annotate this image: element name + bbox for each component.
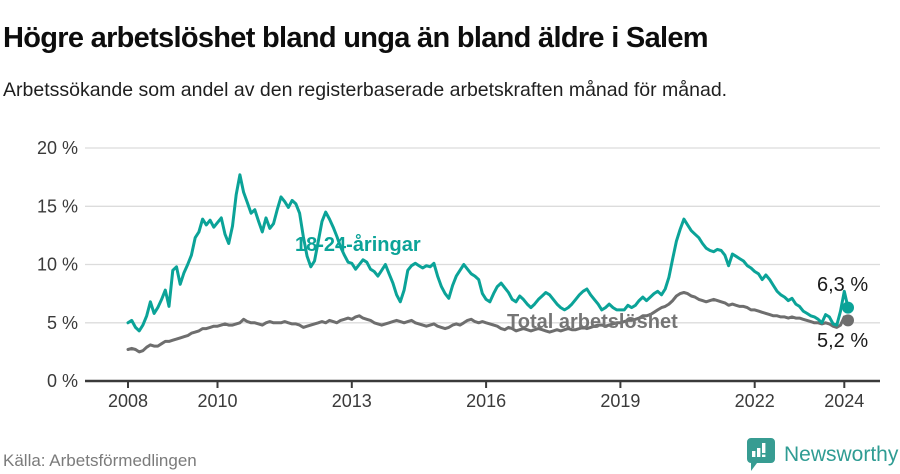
series-label-youth: 18-24-åringar [295, 234, 421, 256]
svg-text:2013: 2013 [332, 391, 372, 411]
series-label-total: Total arbetslöshet [507, 311, 678, 333]
svg-text:2016: 2016 [466, 391, 506, 411]
svg-text:2008: 2008 [108, 391, 148, 411]
page-title: Högre arbetslöshet bland unga än bland ä… [3, 22, 709, 55]
svg-text:2019: 2019 [600, 391, 640, 411]
newsworthy-wordmark: Newsworthy [784, 443, 899, 466]
svg-text:2024: 2024 [824, 391, 864, 411]
end-value-total: 5,2 % [817, 330, 869, 352]
svg-text:5 %: 5 % [47, 313, 78, 333]
newsworthy-logo-icon [747, 438, 775, 471]
source-attribution: Källa: Arbetsförmedlingen [3, 451, 197, 470]
svg-text:15 %: 15 % [37, 196, 78, 216]
chart-subtitle: Arbetssökande som andel av den registerb… [3, 78, 728, 101]
svg-text:0 %: 0 % [47, 371, 78, 391]
svg-text:20 %: 20 % [37, 138, 78, 158]
svg-text:2022: 2022 [735, 391, 775, 411]
end-value-youth: 6,3 % [817, 274, 869, 296]
svg-text:2010: 2010 [197, 391, 237, 411]
newsworthy-brand: Newsworthy [745, 437, 898, 473]
svg-text:10 %: 10 % [37, 255, 78, 275]
